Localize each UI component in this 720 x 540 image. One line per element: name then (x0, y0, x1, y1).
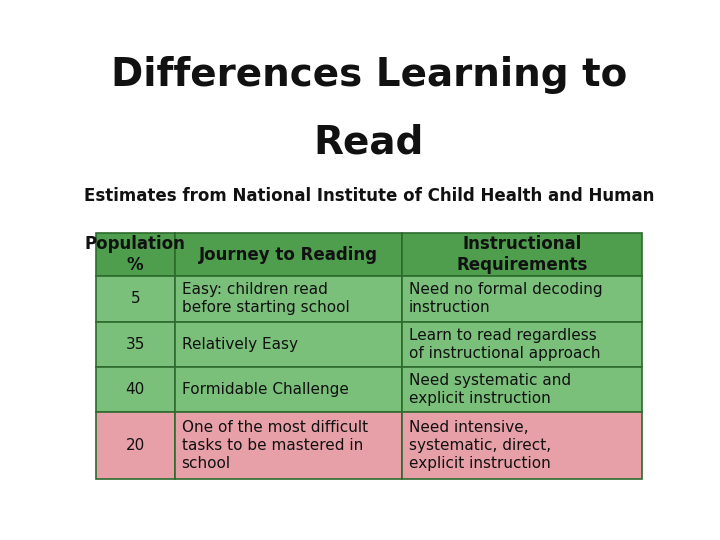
Text: Learn to read regardless
of instructional approach: Learn to read regardless of instructiona… (408, 328, 600, 361)
Text: Journey to Reading: Journey to Reading (199, 246, 378, 264)
Text: Estimates from National Institute of Child Health and Human: Estimates from National Institute of Chi… (84, 187, 654, 205)
Bar (175, 321, 402, 367)
Bar (175, 233, 402, 276)
Text: Differences Learning to: Differences Learning to (111, 57, 627, 94)
Text: Need no formal decoding
instruction: Need no formal decoding instruction (408, 282, 602, 315)
Text: Relatively Easy: Relatively Easy (181, 337, 297, 352)
Text: Formidable Challenge: Formidable Challenge (181, 382, 348, 397)
Bar (402, 412, 642, 478)
Text: Need systematic and
explicit instruction: Need systematic and explicit instruction (408, 373, 571, 406)
Text: Easy: children read
before starting school: Easy: children read before starting scho… (181, 282, 349, 315)
Bar (175, 412, 402, 478)
Bar (402, 321, 642, 367)
Bar (96, 233, 175, 276)
Bar (175, 276, 402, 321)
Text: Instructional
Requirements: Instructional Requirements (456, 235, 588, 274)
Bar (402, 233, 642, 276)
Text: One of the most difficult
tasks to be mastered in
school: One of the most difficult tasks to be ma… (181, 420, 368, 471)
Bar (96, 276, 175, 321)
Bar (96, 367, 175, 412)
Text: 40: 40 (125, 382, 145, 397)
Text: 20: 20 (125, 438, 145, 453)
Text: 35: 35 (125, 337, 145, 352)
Text: Need intensive,
systematic, direct,
explicit instruction: Need intensive, systematic, direct, expl… (408, 420, 551, 471)
Text: 5: 5 (130, 291, 140, 306)
Bar (96, 412, 175, 478)
Text: Population
%: Population % (85, 235, 186, 274)
Text: Read: Read (314, 123, 424, 161)
Bar (402, 276, 642, 321)
Bar (96, 321, 175, 367)
Bar (175, 367, 402, 412)
Bar (402, 367, 642, 412)
